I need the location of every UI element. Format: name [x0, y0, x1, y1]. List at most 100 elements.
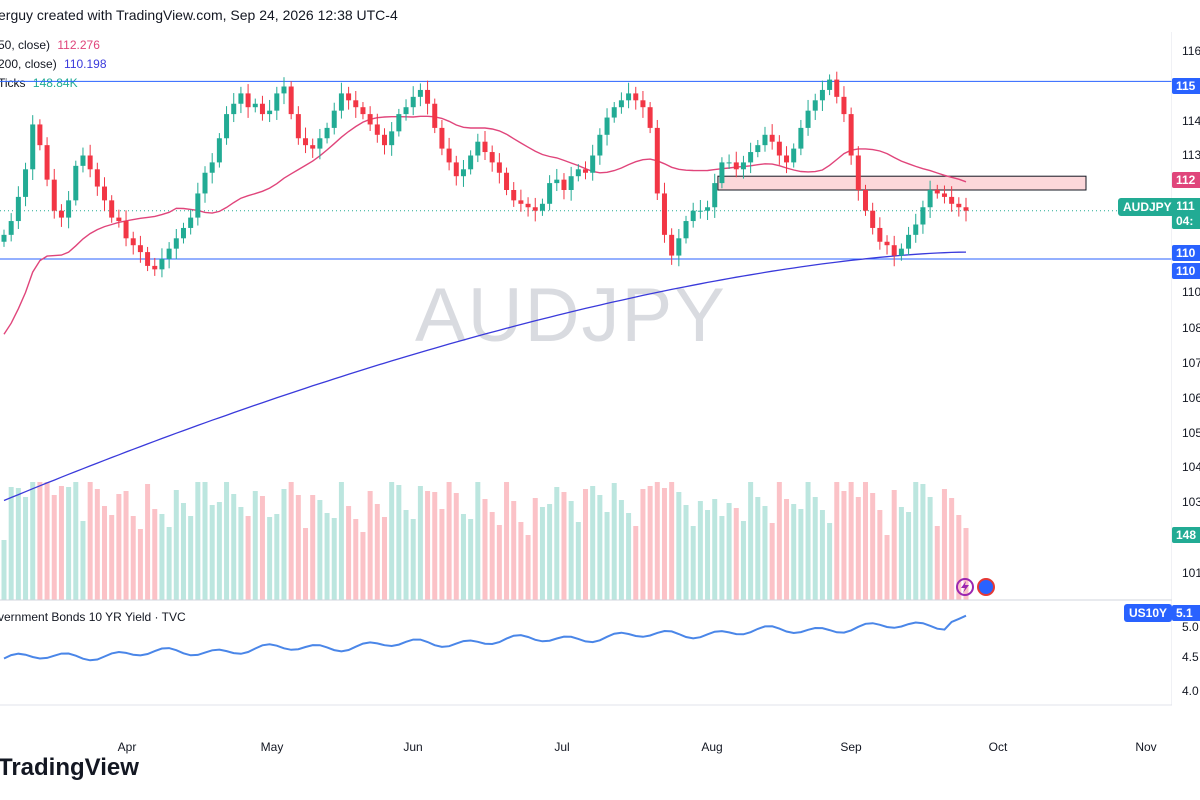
volume-bar — [748, 482, 754, 600]
volume-bar — [224, 482, 230, 600]
moving-averages — [3, 115, 967, 502]
price-tick: 103 — [1182, 495, 1200, 509]
candle-body — [683, 221, 689, 239]
candle-body — [238, 93, 244, 104]
candle-body — [209, 162, 215, 173]
candle-body — [633, 93, 639, 101]
volume-bar — [525, 535, 531, 600]
date-tick: May — [260, 740, 284, 754]
candle-body — [37, 124, 43, 146]
candle-body — [554, 179, 560, 184]
volume-bar — [482, 499, 488, 600]
candle-body — [259, 103, 265, 115]
candle-body — [267, 110, 273, 115]
volume-bar — [389, 482, 395, 600]
volume-bar — [611, 483, 617, 600]
candle-body — [58, 210, 64, 218]
candle-body — [123, 221, 129, 239]
candle-body — [891, 245, 897, 256]
candle-body — [511, 190, 517, 201]
volume-bar — [267, 517, 273, 600]
candle-body — [920, 207, 926, 225]
volume-bar — [252, 491, 258, 600]
us10y-pane-title: vernment Bonds 10 YR Yield · TVC — [0, 610, 186, 624]
volume-bar — [640, 489, 646, 600]
candle-body — [805, 110, 811, 128]
legend-sma200-value: 110.198 — [64, 57, 107, 71]
volume-bar — [676, 492, 682, 600]
candle-body — [654, 127, 660, 194]
candle-body — [231, 103, 237, 115]
sma200-price-tag: 110 — [1172, 245, 1200, 261]
candle-body — [23, 169, 29, 197]
volume-bar — [726, 503, 732, 600]
candle-body — [877, 227, 883, 242]
candle-body — [94, 169, 100, 187]
lightning-icon[interactable] — [956, 578, 974, 596]
symbol-watermark: AUDJPY — [415, 273, 727, 358]
candle-body — [597, 134, 603, 156]
volume-bar — [331, 518, 337, 600]
volume-bar — [453, 493, 459, 600]
volume-bar — [166, 527, 172, 600]
candle-body — [611, 107, 617, 118]
candle-body — [769, 134, 775, 142]
candle-body — [80, 155, 86, 166]
volume-bar — [403, 510, 409, 600]
candle-body — [159, 259, 165, 270]
candle-body — [834, 79, 840, 97]
price-tick: 105 — [1182, 426, 1200, 440]
volume-bar — [956, 515, 962, 600]
price-tick: 108 — [1182, 321, 1200, 335]
tradingview-logo[interactable]: TradingView — [0, 754, 139, 781]
candle-body — [870, 210, 876, 228]
candle-body — [317, 138, 323, 149]
symbol-badge[interactable]: AUDJPY — [1118, 198, 1177, 216]
legend-sma200-label: 200, close) — [0, 57, 57, 71]
volume-bar — [446, 482, 452, 600]
volume-bar — [898, 507, 904, 600]
volume-bar — [877, 510, 883, 600]
lower-level-tag: 110 — [1172, 263, 1200, 279]
price-tick: 114 — [1182, 114, 1200, 128]
candle-body — [417, 89, 423, 97]
candle-body — [532, 207, 538, 211]
legend-sma50-value: 112.276 — [57, 38, 100, 52]
candle-body — [705, 207, 711, 211]
candle-body — [949, 196, 955, 204]
volume-bar — [647, 486, 653, 600]
price-tick: 106 — [1182, 391, 1200, 405]
candle-body — [812, 100, 818, 111]
volume-bar — [870, 493, 876, 600]
volume-bar — [295, 495, 301, 600]
volume-bar — [87, 482, 93, 600]
price-tick: 107 — [1182, 356, 1200, 370]
candle-body — [288, 86, 294, 115]
candle-body — [583, 169, 589, 173]
volume-bar — [159, 514, 165, 600]
volume-bar — [532, 498, 538, 600]
candle-body — [303, 138, 309, 146]
resistance-zone — [717, 175, 1087, 191]
volume-bar — [941, 489, 947, 600]
legend-ticks[interactable]: Ticks 148.84K — [0, 76, 78, 90]
candle-body — [862, 190, 868, 211]
volume-bar — [439, 509, 445, 600]
chart-attribution: erguy created with TradingView.com, Sep … — [0, 7, 398, 23]
candle-body — [403, 107, 409, 115]
countdown-tag: 04: — [1172, 213, 1200, 229]
legend-sma200[interactable]: 200, close) 110.198 — [0, 57, 107, 71]
volume-bar — [661, 488, 667, 600]
us10y-badge[interactable]: US10Y — [1124, 604, 1173, 622]
volume-bar — [475, 482, 481, 600]
legend-sma50[interactable]: 50, close) 112.276 — [0, 38, 100, 52]
candle-body — [87, 155, 93, 170]
flag-icon[interactable] — [977, 578, 995, 596]
price-tick: 104 — [1182, 460, 1200, 474]
candle-body — [166, 248, 172, 259]
volume-bar — [353, 519, 359, 600]
last-price-tag: 111 — [1172, 198, 1200, 214]
main-chart[interactable] — [0, 32, 1172, 722]
candle-body — [202, 172, 208, 194]
volume-bar — [489, 512, 495, 600]
